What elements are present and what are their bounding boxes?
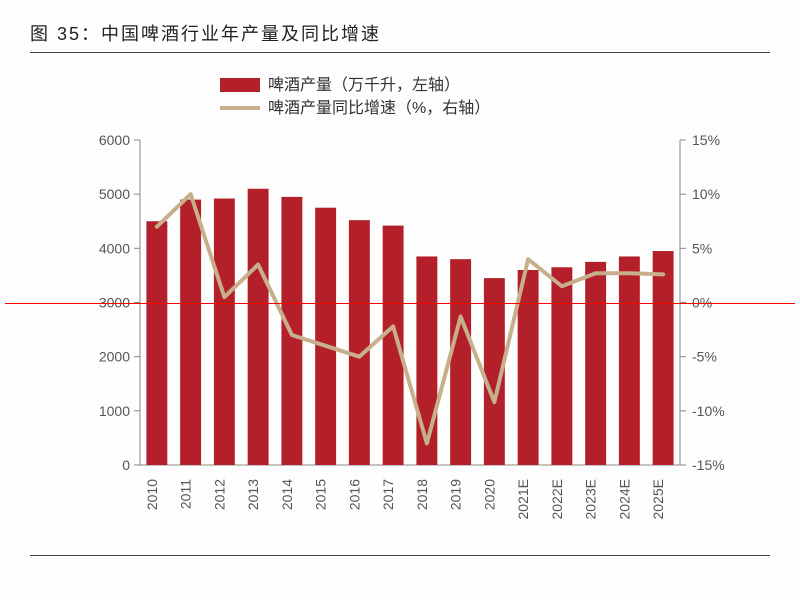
bar [551,267,572,465]
bar [619,256,640,465]
figure-title: 图 35：中国啤酒行业年产量及同比增速 [30,20,770,46]
right-axis-label: 15% [692,132,720,148]
x-axis-category: 2021E [515,479,531,519]
x-axis-category: 2013 [245,479,261,510]
highlight-line [5,303,795,304]
legend-label-bars: 啤酒产量（万千升，左轴） [268,76,460,94]
x-axis-category: 2016 [346,479,362,510]
bar [518,270,539,465]
figure-container: 图 35：中国啤酒行业年产量及同比增速 啤酒产量（万千升，左轴） 啤酒产量同比增速… [0,0,800,600]
left-axis-label: 5000 [99,186,130,202]
x-axis-category: 2024E [616,479,632,519]
right-axis-label: 5% [692,240,712,256]
bar [653,251,674,465]
bar [450,259,471,465]
chart-area: 啤酒产量（万千升，左轴）啤酒产量同比增速（%，右轴）01000200030004… [50,65,750,535]
x-axis-category: 2019 [448,479,464,510]
bar [180,200,201,465]
bar [214,199,235,466]
x-axis-category: 2012 [211,479,227,510]
right-axis-label: -15% [692,457,725,473]
legend-label-line: 啤酒产量同比增速（%，右轴） [268,99,490,117]
left-axis-label: 1000 [99,403,130,419]
bar [585,262,606,465]
left-axis-label: 0 [122,457,130,473]
left-axis-label: 6000 [99,132,130,148]
bar [146,221,167,465]
right-axis-label: 10% [692,186,720,202]
left-axis-label: 2000 [99,349,130,365]
x-axis-category: 2014 [279,479,295,510]
bar [349,220,370,465]
bar [315,208,336,465]
right-axis-label: -5% [692,349,717,365]
x-axis-category: 2022E [549,479,565,519]
left-axis-label: 4000 [99,240,130,256]
x-axis-category: 2018 [414,479,430,510]
right-axis-label: -10% [692,403,725,419]
legend-swatch-bars [220,78,260,92]
x-axis-category: 2011 [178,479,194,509]
title-rule [30,52,770,53]
bar [248,189,269,465]
bottom-rule [30,555,770,556]
x-axis-category: 2025E [650,479,666,519]
x-axis-category: 2015 [313,479,329,510]
x-axis-category: 2017 [380,479,396,510]
x-axis-category: 2023E [583,479,599,519]
x-axis-category: 2010 [144,479,160,510]
bar [416,256,437,465]
x-axis-category: 2020 [481,479,497,510]
combo-chart: 啤酒产量（万千升，左轴）啤酒产量同比增速（%，右轴）01000200030004… [50,65,750,535]
